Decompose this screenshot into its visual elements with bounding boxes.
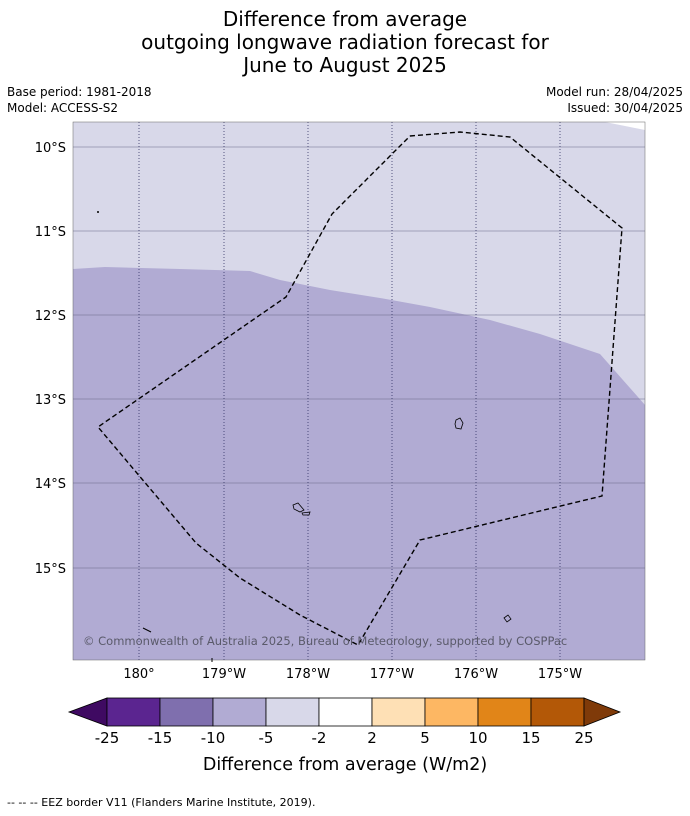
lon-labels: 180° 179°W 178°W 177°W 176°W 175°W	[123, 667, 582, 682]
colorbar-tick: 25	[574, 729, 593, 747]
colorbar-bin	[212, 697, 267, 727]
colorbar-bin	[424, 697, 479, 727]
colorbar-tick: 5	[420, 729, 430, 747]
colorbar-tick: -25	[95, 729, 120, 747]
island-outline	[454, 417, 464, 430]
colorbar-bin	[318, 697, 373, 727]
lon-label: 178°W	[286, 667, 330, 682]
eez-border	[96, 131, 623, 646]
colorbar-bin	[265, 697, 320, 727]
colorbar-tick: -15	[148, 729, 173, 747]
model-run: Model run: 28/04/2025	[545, 85, 683, 99]
lat-label: 15°S	[35, 562, 66, 577]
colorbar-ticks: -25 -15 -10 -5 -2 2 5 10 15 25	[95, 729, 594, 747]
lat-label: 13°S	[35, 393, 66, 408]
colorbar-bin	[371, 697, 426, 727]
lon-label: 176°W	[454, 667, 498, 682]
meta-right: Model run: 28/04/2025 Issued: 30/04/2025	[546, 84, 683, 116]
issued-date: Issued: 30/04/2025	[567, 101, 683, 115]
colorbar-bin	[106, 697, 161, 727]
zone-white-corner	[605, 122, 645, 130]
lat-labels: 10°S 11°S 12°S 13°S 14°S 15°S	[35, 141, 66, 577]
colorbar-min-extension	[67, 697, 108, 727]
lon-label: 177°W	[370, 667, 414, 682]
lat-gridlines	[73, 146, 645, 569]
colorbar-tick: 10	[468, 729, 487, 747]
map-frame	[72, 121, 646, 661]
base-period: Base period: 1981-2018	[7, 85, 152, 99]
colorbar-tick: -10	[201, 729, 226, 747]
colorbar-max-extension	[583, 697, 622, 727]
zone-dark	[73, 267, 645, 660]
island-outline	[503, 614, 512, 623]
island-outline	[292, 502, 305, 513]
meta-left: Base period: 1981-2018 Model: ACCESS-S2	[7, 84, 152, 116]
colorbar	[67, 697, 622, 727]
colorbar-tick: 2	[367, 729, 377, 747]
lon-label: 175°W	[538, 667, 582, 682]
colorbar-label: Difference from average (W/m2)	[203, 755, 487, 775]
lat-label: 12°S	[35, 309, 66, 324]
title-line-1: Difference from average	[222, 7, 468, 31]
model-name: Model: ACCESS-S2	[7, 101, 119, 115]
map-figure: © Commonwealth of Australia 2025, Bureau…	[35, 121, 646, 775]
colorbar-tick: -5	[259, 729, 274, 747]
island-dot	[97, 211, 99, 213]
copyright-text: © Commonwealth of Australia 2025, Bureau…	[83, 634, 567, 648]
lon-label: 180°	[123, 667, 154, 682]
lat-label: 11°S	[35, 225, 66, 240]
eez-legend: -- -- -- EEZ border V11 (Flanders Marine…	[7, 796, 316, 809]
lon-label: 179°W	[202, 667, 246, 682]
island-outline	[142, 627, 152, 633]
title-line-2: outgoing longwave radiation forecast for	[141, 30, 549, 54]
colorbar-tick: 15	[521, 729, 540, 747]
title-line-3: June to August 2025	[243, 53, 447, 77]
colorbar-bin	[159, 697, 214, 727]
island-outline	[301, 511, 311, 516]
map-title: Difference from average outgoing longwav…	[0, 8, 690, 77]
colorbar-tick: -2	[312, 729, 327, 747]
colorbar-bin	[530, 697, 585, 727]
map-area: © Commonwealth of Australia 2025, Bureau…	[73, 122, 645, 660]
lat-label: 10°S	[35, 141, 66, 156]
colorbar-bin	[477, 697, 532, 727]
lat-label: 14°S	[35, 477, 66, 492]
